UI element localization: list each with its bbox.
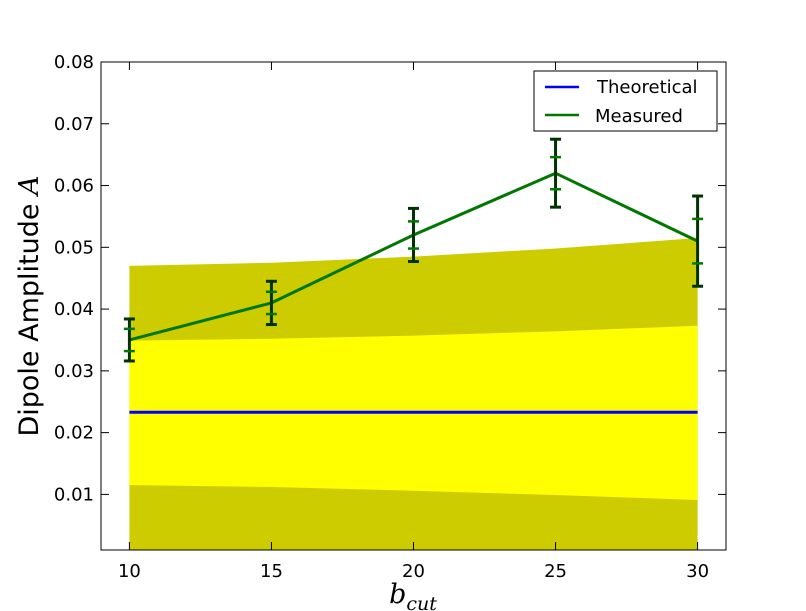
x-axis-label: bcut: [389, 579, 437, 611]
x-tick-label: 20: [402, 561, 425, 582]
y-tick-label: 0.05: [54, 237, 94, 258]
legend: Theoretical Measured: [533, 70, 718, 132]
y-tick-label: 0.06: [54, 176, 94, 197]
x-tick-label: 15: [260, 561, 283, 582]
x-axis-label-base: b: [389, 579, 406, 610]
error-bar-25: [550, 137, 562, 209]
y-tick-label: 0.08: [54, 52, 94, 73]
x-tick-label: 30: [686, 561, 709, 582]
y-axis-label-text: Dipole Amplitude: [14, 195, 45, 437]
legend-label-theoretical: Theoretical: [596, 77, 698, 98]
x-axis-label-sub: cut: [406, 593, 437, 611]
y-axis-label: Dipole Amplitude A: [14, 175, 45, 436]
error-bar-15: [265, 279, 277, 327]
error-bar-20: [408, 206, 419, 264]
x-tick-label: 25: [544, 561, 567, 582]
y-axis-label-math: A: [14, 175, 45, 198]
error-bar-10: [123, 317, 135, 363]
y-tick-label: 0.03: [54, 361, 94, 382]
legend-label-measured: Measured: [595, 106, 683, 127]
legend-box: [533, 70, 718, 132]
y-tick-label: 0.02: [54, 423, 94, 444]
confidence-bands: [129, 238, 698, 550]
error-bar-30: [692, 194, 704, 288]
tick-labels: 10 15 20 25 30 0.01 0.02 0.03 0.04 0.05 0.06 0.07 0.…: [54, 52, 709, 582]
y-tick-label: 0.04: [54, 299, 94, 320]
x-tick-label: 10: [118, 561, 141, 582]
axis-ticks: [101, 61, 726, 550]
error-bars: [123, 137, 704, 363]
y-tick-label: 0.07: [54, 114, 94, 135]
y-tick-label: 0.01: [54, 484, 94, 505]
